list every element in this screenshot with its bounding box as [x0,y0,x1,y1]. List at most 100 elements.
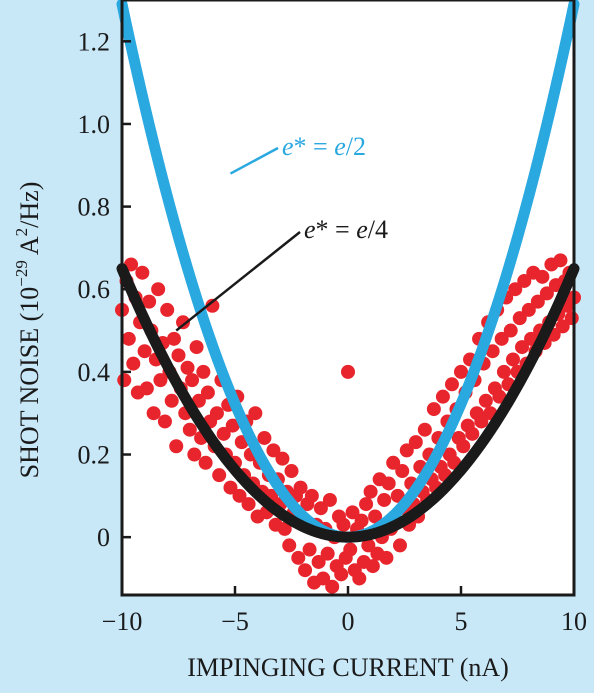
data-point [564,311,579,326]
data-point [205,298,220,313]
data-point [435,389,450,404]
data-point [311,554,326,569]
fit-curves [116,0,580,543]
data-point [515,340,530,355]
data-point [322,492,337,507]
data-point [160,302,175,317]
data-point [166,331,181,346]
data-point [379,550,394,565]
data-point [377,492,392,507]
data-point [325,579,340,594]
data-point [198,455,213,470]
data-point [336,517,351,532]
data-point [512,311,527,326]
data-point [316,571,331,586]
data-point [465,426,480,441]
data-point [302,542,317,557]
data-point [505,352,520,367]
data-point [164,393,179,408]
data-point [171,348,186,363]
scatter-points [115,253,581,594]
data-point [334,567,349,582]
fit-curve-e-over-4 [116,263,580,543]
x-tick-label: −10 [102,607,143,636]
data-point [225,418,240,433]
data-point [284,464,299,479]
annotation-e-over-4: e* = e/4 [304,215,388,244]
data-point [169,439,184,454]
data-point [555,319,570,334]
data-point [126,356,141,371]
y-tick-label: 0.2 [78,441,111,470]
data-point [212,468,227,483]
data-point [444,377,459,392]
data-point [456,439,471,454]
annotations: e* = e/2 e* = e/4 [175,132,388,332]
data-point [313,501,328,516]
data-point [153,373,168,388]
data-point [496,364,511,379]
data-point [200,385,215,400]
data-point [291,550,306,565]
data-point [180,360,195,375]
annotation-e-over-2: e* = e/2 [282,132,366,161]
data-point [363,484,378,499]
data-point [352,571,367,586]
data-point [189,340,204,355]
data-point [216,426,231,441]
data-point [508,282,523,297]
data-point [361,538,376,553]
data-point [492,389,507,404]
y-tick-label: 0.4 [78,358,111,387]
data-point [386,455,401,470]
data-point [196,364,211,379]
data-point [426,402,441,417]
data-point [368,509,383,524]
data-point [354,513,369,528]
x-tick-label: 5 [455,607,468,636]
data-point [142,294,157,309]
data-point [341,364,355,379]
data-point [530,294,545,309]
annotation-leader-e-over-2 [229,146,279,175]
data-point [494,331,509,346]
data-point [275,451,290,466]
data-point [395,464,410,479]
data-point [135,265,150,280]
y-tick-label: 0.6 [78,275,111,304]
data-point [117,373,132,388]
data-point [187,447,202,462]
data-point [139,381,154,396]
data-point [293,480,308,495]
data-point [478,393,493,408]
data-point [266,443,281,458]
data-point [343,542,358,557]
data-point [417,422,432,437]
y-axis-ticks: 0 0.2 0.4 0.6 0.8 1.0 1.2 [78,27,131,552]
y-tick-label: 0.8 [78,193,111,222]
data-point [157,414,172,429]
data-point [137,344,152,359]
y-tick-label: 0 [97,523,110,552]
data-point [232,488,247,503]
x-tick-label: −5 [221,607,249,636]
data-point [241,497,256,512]
data-point [517,273,532,288]
annotation-leader-e-over-4 [175,231,301,332]
data-point [381,476,396,491]
y-tick-label: 1.0 [78,110,111,139]
data-point [535,269,550,284]
data-point [365,559,380,574]
data-point [146,406,161,421]
data-point [359,497,374,512]
data-point [399,443,414,458]
data-point [257,430,272,445]
data-point [503,323,518,338]
data-point [282,538,297,553]
y-axis-title: SHOT NOISE (10−29 A2/Hz) [12,182,44,479]
x-axis-title: IMPINGING CURRENT (nA) [187,653,509,682]
data-point [539,286,554,301]
data-point [454,364,468,379]
data-point [408,435,423,450]
